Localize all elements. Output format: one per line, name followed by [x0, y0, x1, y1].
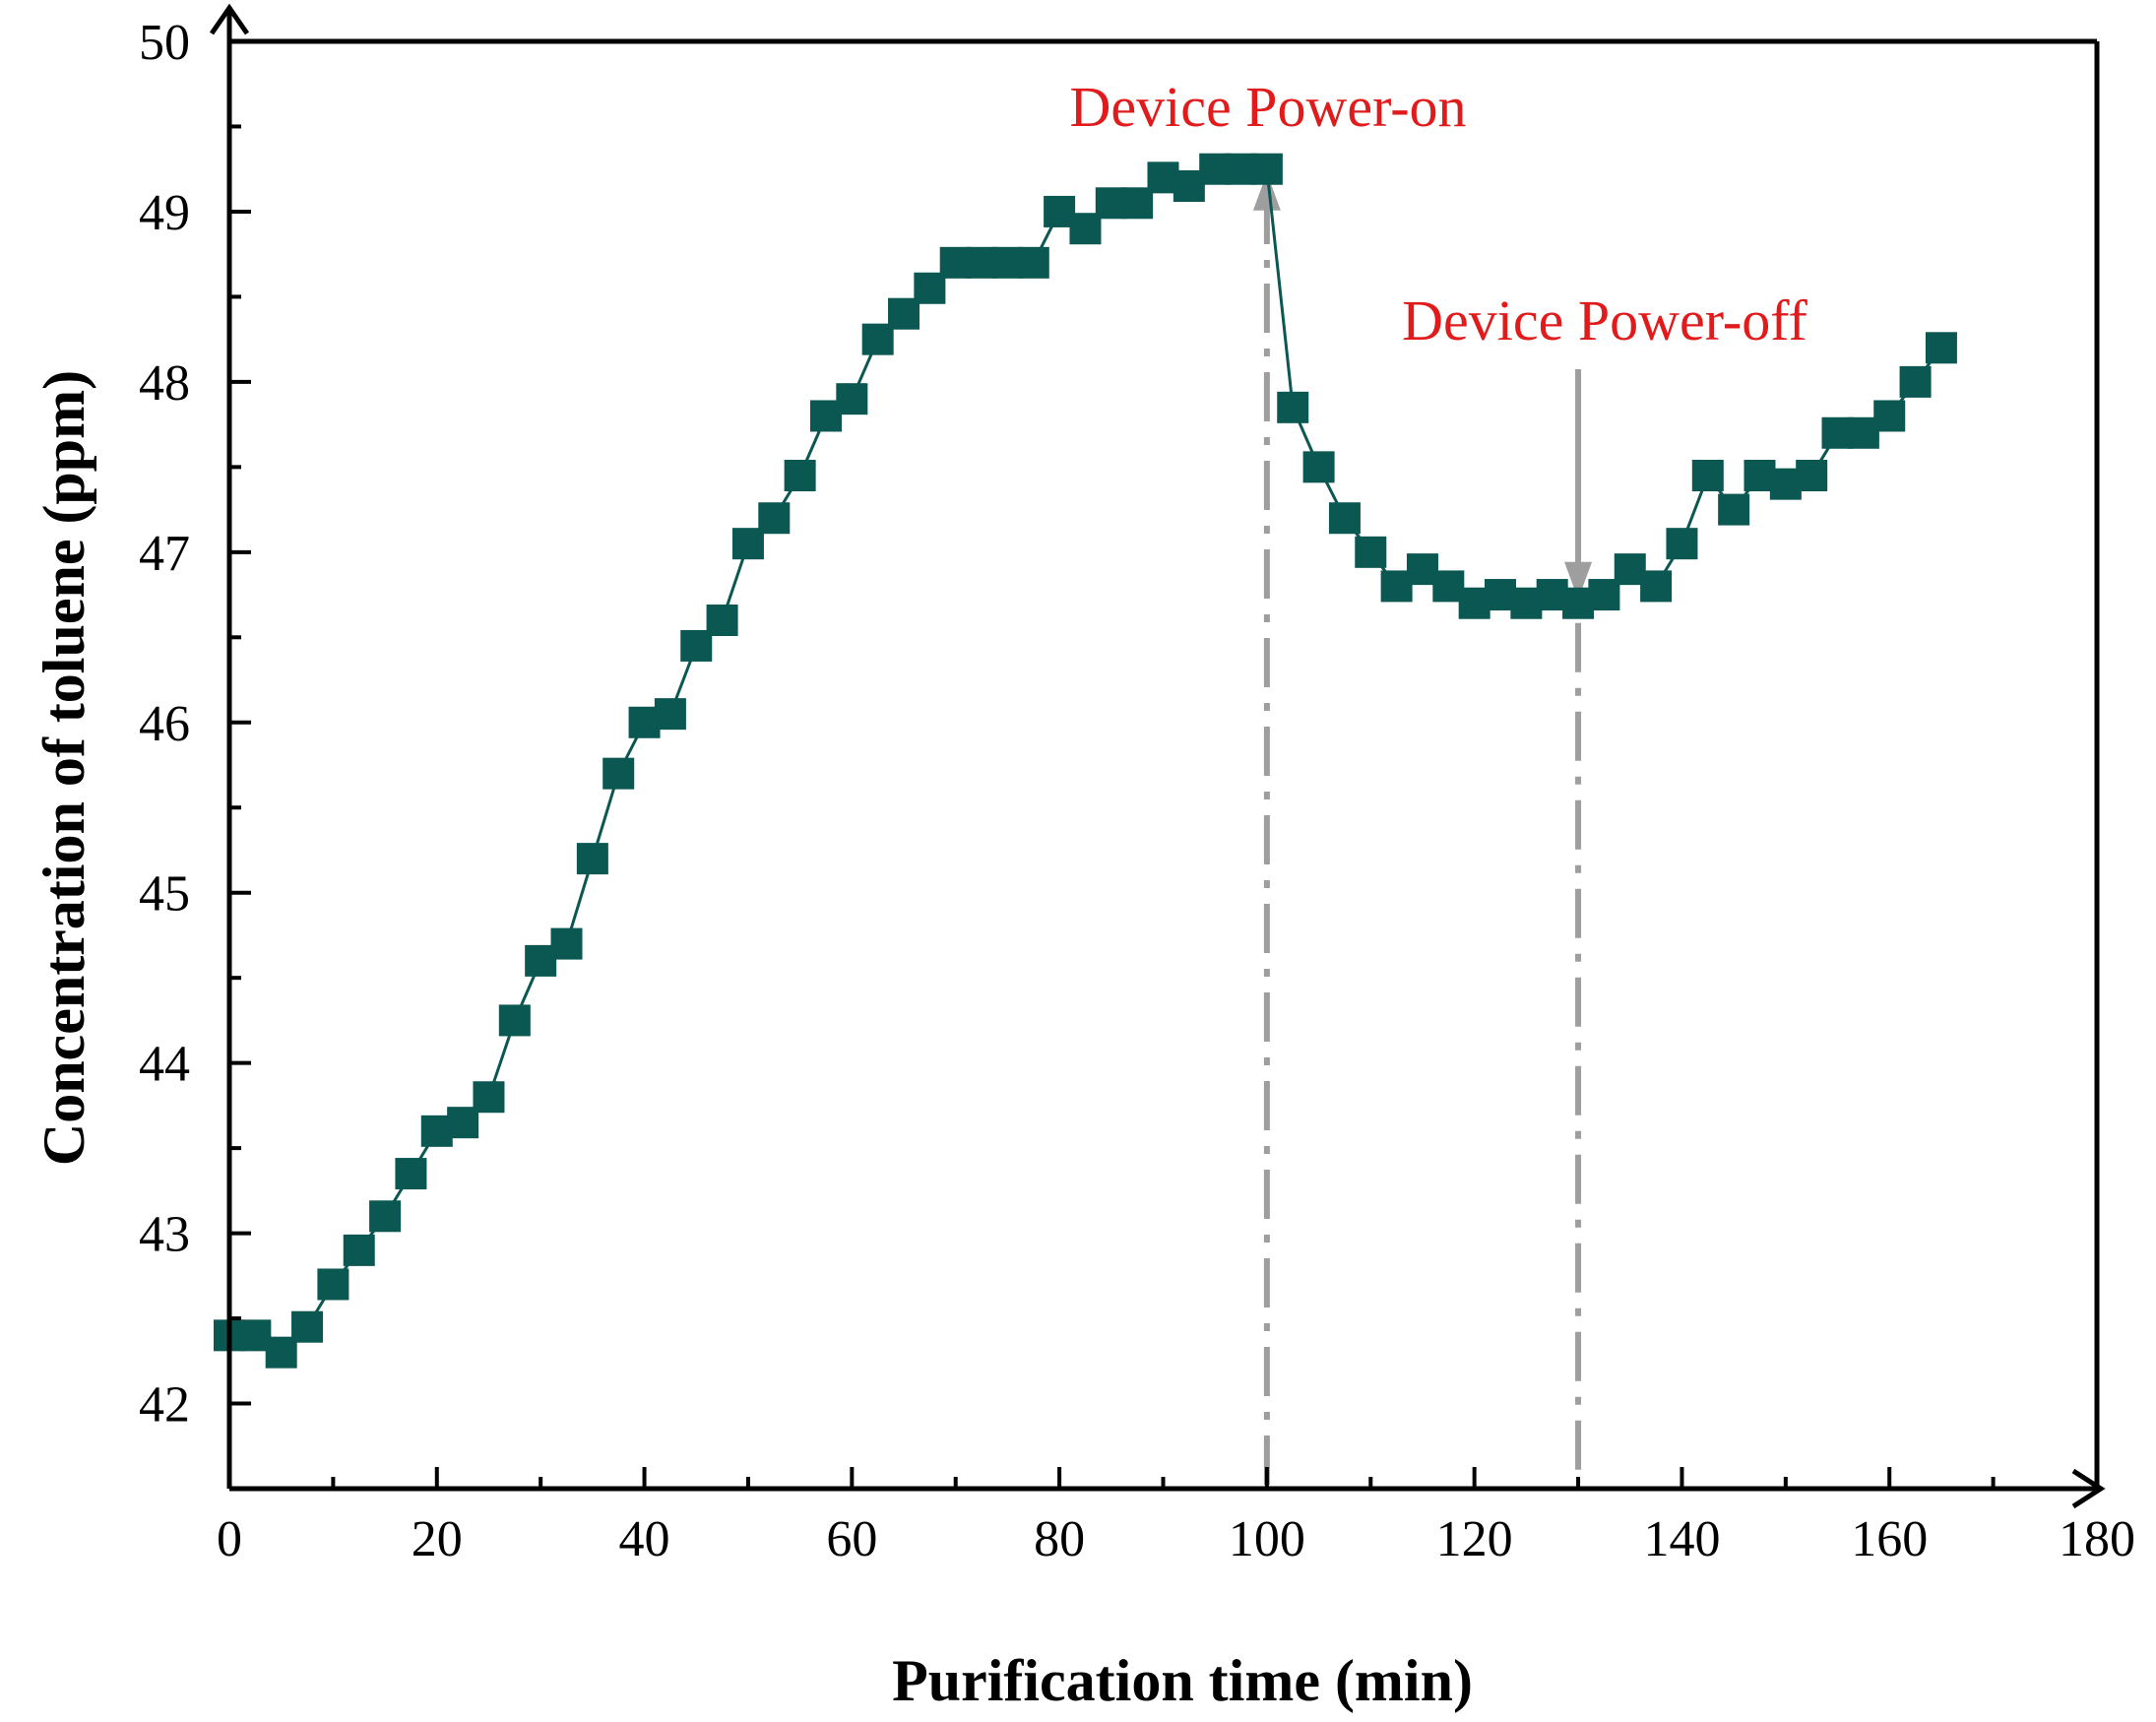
y-tick-label: 46 — [139, 696, 190, 752]
y-tick-label: 47 — [139, 526, 190, 582]
data-point — [1277, 391, 1309, 423]
y-tick-label: 44 — [139, 1037, 190, 1093]
data-point — [836, 383, 868, 415]
y-tick-label: 50 — [139, 15, 190, 71]
plot-frame — [229, 38, 2100, 1489]
data-point — [1873, 400, 1906, 432]
data-point — [1355, 536, 1387, 568]
annotations: Device Power-on Device Power-off — [1069, 75, 1807, 352]
x-axis-arrow-icon — [2071, 1468, 2106, 1509]
x-tick-label: 100 — [1229, 1511, 1305, 1567]
data-point — [654, 698, 686, 731]
data-point — [395, 1158, 427, 1190]
x-tick-label: 20 — [412, 1511, 463, 1567]
y-tick-label: 49 — [139, 185, 190, 241]
data-point — [576, 843, 608, 875]
data-point — [1017, 246, 1049, 279]
axes — [209, 3, 2106, 1509]
data-point — [1666, 528, 1698, 560]
x-tick-label: 180 — [2059, 1511, 2135, 1567]
data-point — [1640, 570, 1673, 603]
data-point — [1302, 451, 1335, 483]
data-point — [1899, 365, 1932, 398]
data-point — [550, 927, 583, 960]
x-axis-title: Purification time (min) — [892, 1648, 1473, 1713]
power-off-label: Device Power-off — [1402, 288, 1807, 352]
x-tick-label: 60 — [826, 1511, 877, 1567]
data-point — [602, 757, 635, 790]
data-point — [1691, 460, 1724, 491]
x-tick-label: 0 — [217, 1511, 242, 1567]
y-tick-label: 48 — [139, 355, 190, 412]
x-tick-label: 140 — [1643, 1511, 1720, 1567]
y-tick-label: 43 — [139, 1207, 190, 1263]
data-point — [369, 1200, 402, 1233]
data-point — [758, 502, 791, 535]
data-point — [1250, 153, 1283, 185]
data-series — [214, 153, 1957, 1369]
data-point — [317, 1268, 349, 1301]
x-tick-label: 120 — [1436, 1511, 1513, 1567]
data-point — [343, 1234, 375, 1266]
x-tick-label: 40 — [619, 1511, 670, 1567]
power-off-arrow-icon — [1564, 561, 1593, 600]
data-point — [784, 460, 816, 491]
x-tick-label: 80 — [1034, 1511, 1085, 1567]
data-point — [706, 605, 738, 636]
data-point — [291, 1310, 324, 1343]
data-point — [1925, 332, 1957, 364]
data-point — [1796, 460, 1828, 491]
y-tick-label: 45 — [139, 866, 190, 923]
x-tick-label: 160 — [1851, 1511, 1928, 1567]
power-on-arrow-icon — [1252, 172, 1281, 211]
y-tick-label: 42 — [139, 1377, 190, 1434]
data-point — [498, 1004, 531, 1037]
y-axis-arrow-icon — [209, 3, 250, 35]
y-axis-title: Concentration of toluene (ppm) — [32, 370, 96, 1166]
annotation-lines — [1252, 172, 1593, 1485]
tick-labels: 0 20 40 60 80 100 120 140 160 180 42 43 44 45 46 47 48 49… — [139, 15, 2135, 1567]
data-point — [473, 1081, 505, 1114]
data-point — [1718, 493, 1750, 526]
data-point — [1328, 502, 1361, 535]
power-on-label: Device Power-on — [1069, 75, 1466, 139]
